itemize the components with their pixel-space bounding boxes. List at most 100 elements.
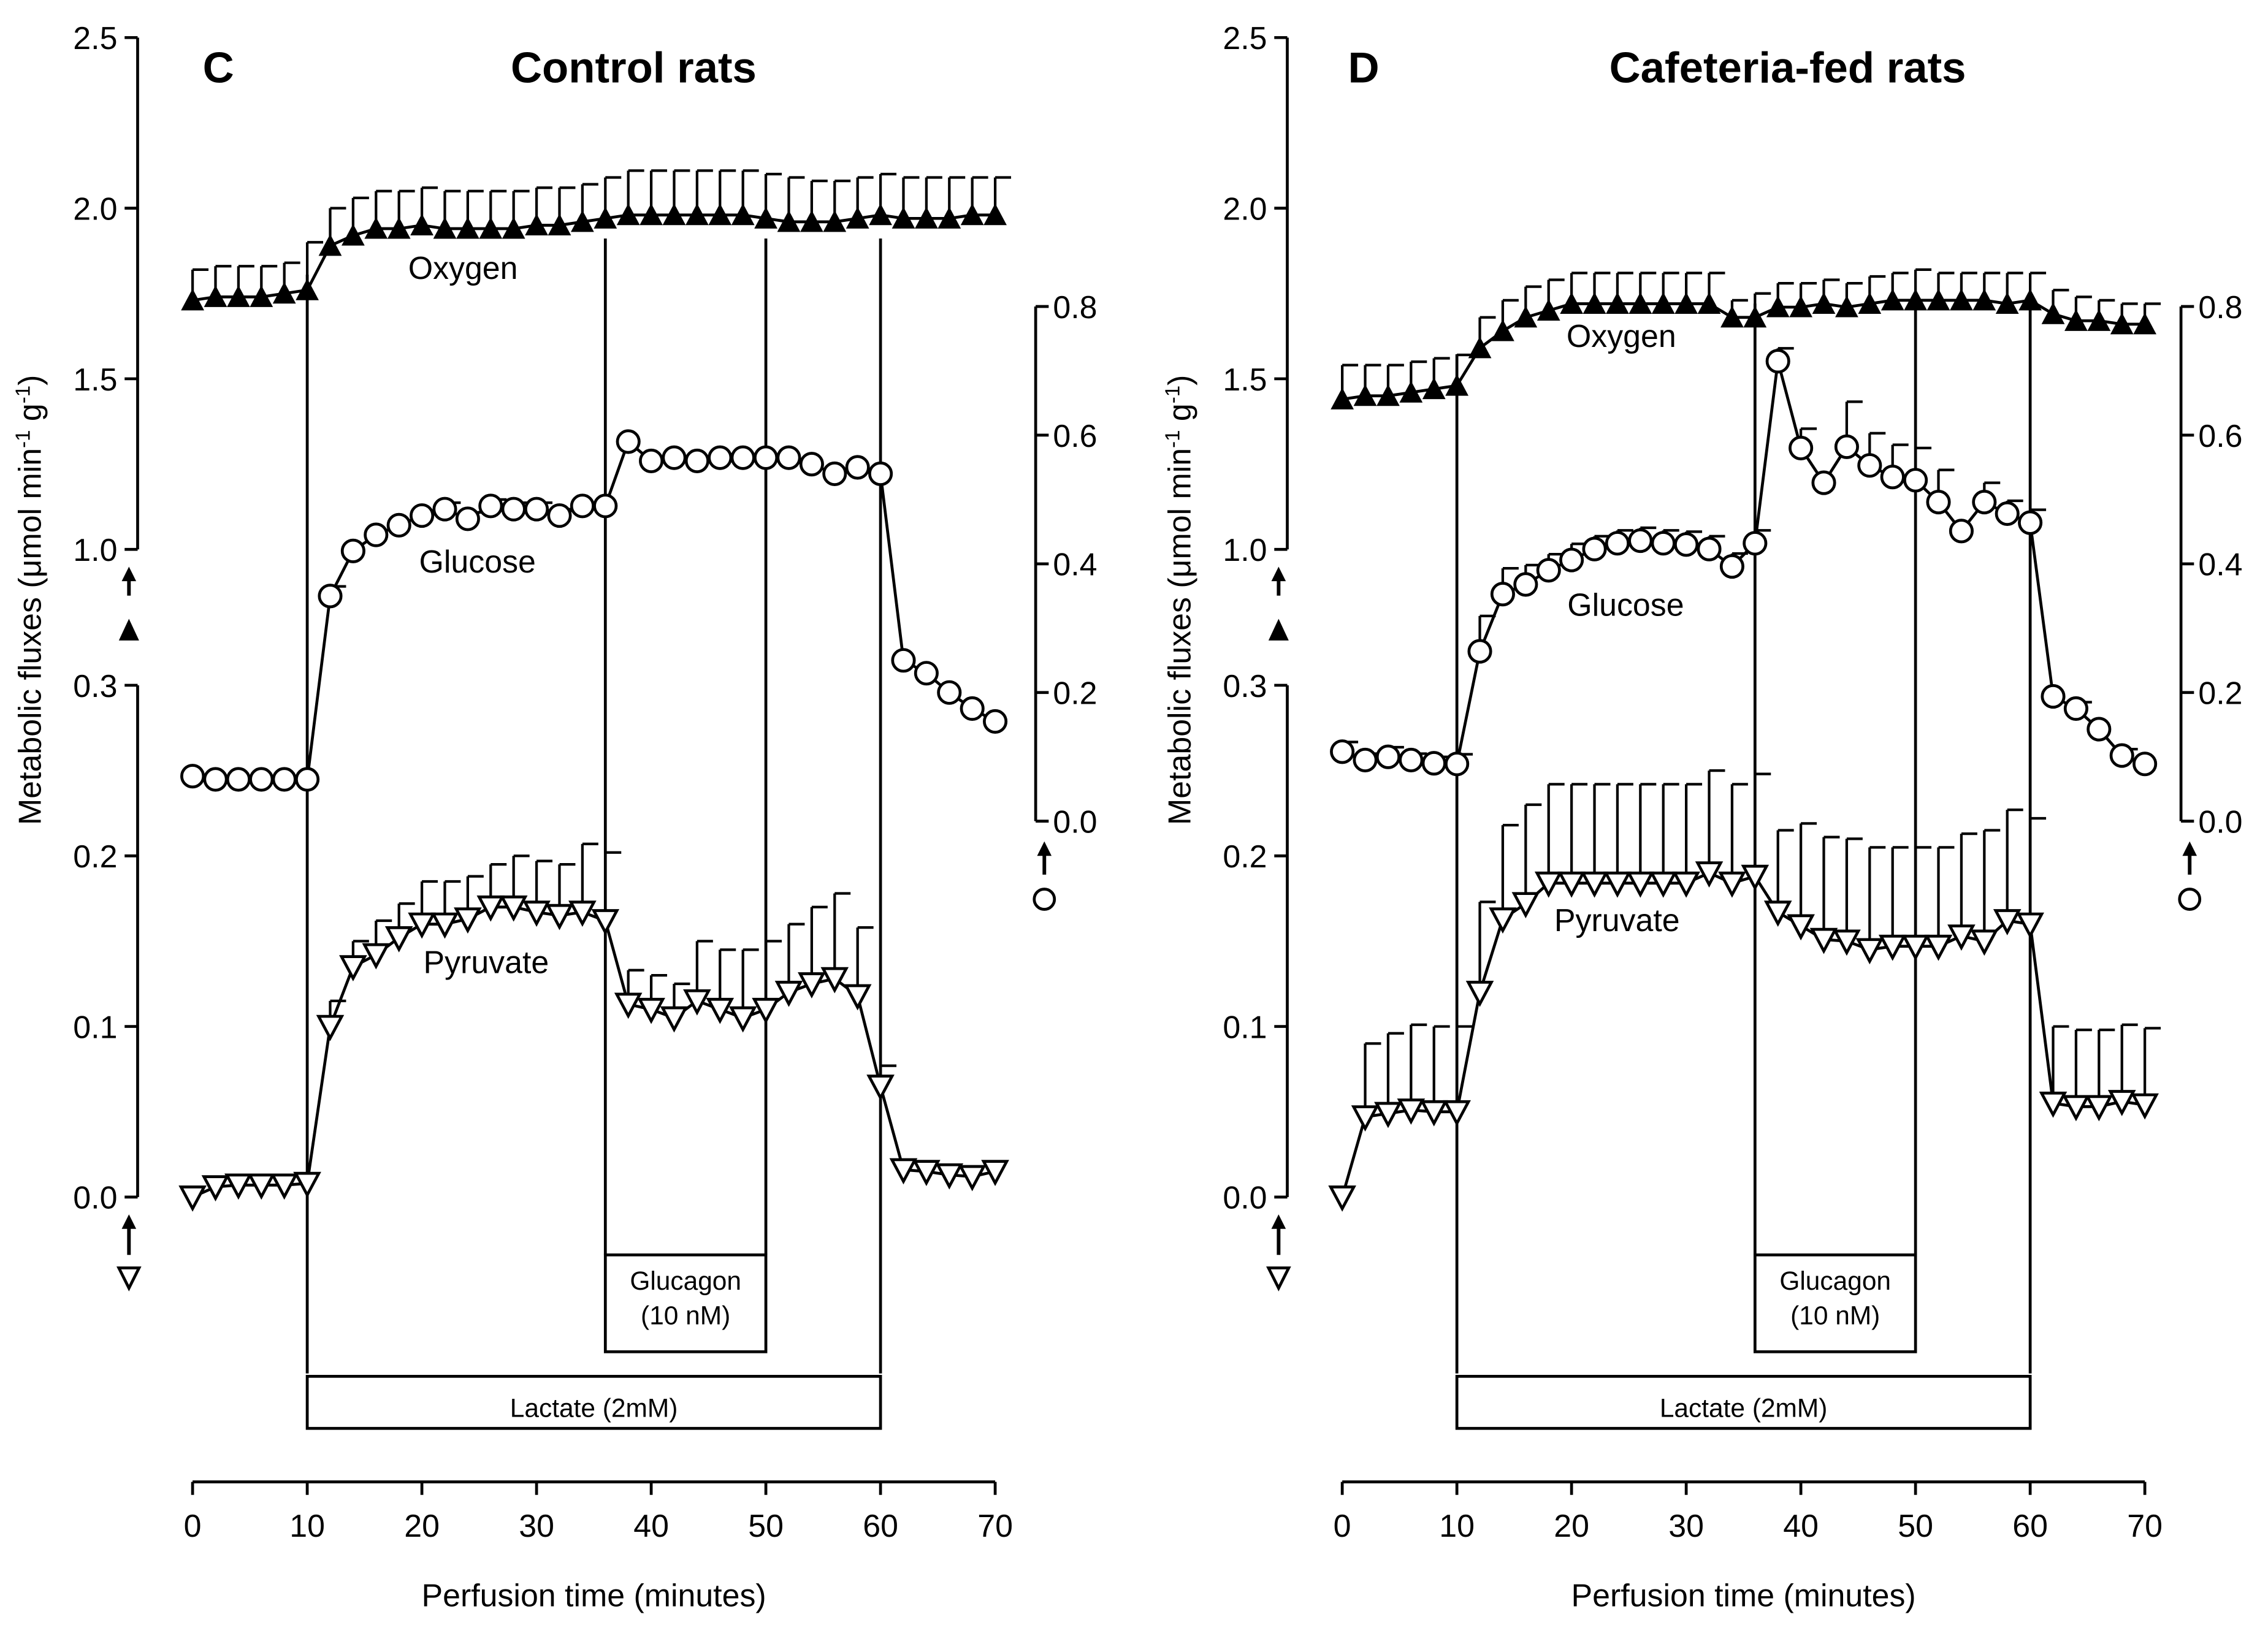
oxygen-point xyxy=(1491,319,1514,341)
oxygen-point xyxy=(777,210,801,232)
oxygen-point xyxy=(1468,336,1492,359)
oxygen-point xyxy=(571,210,594,232)
glucose-point xyxy=(616,429,641,454)
pyruvate-point xyxy=(1718,871,1746,898)
arrow-icon-head xyxy=(121,1214,137,1229)
glucose-point xyxy=(1903,468,1928,493)
glucose-point xyxy=(180,764,205,789)
oxygen-point xyxy=(1972,289,1996,311)
glucose-point xyxy=(295,767,320,792)
x-axis-label: Perfusion time (minutes) xyxy=(1571,1577,1916,1613)
oxygen-point xyxy=(708,203,732,226)
pyruvate-point xyxy=(2131,1093,2159,1120)
y-tick-label: 2.0 xyxy=(73,191,117,226)
pyruvate-point xyxy=(1947,924,1976,951)
glucose-key-icon xyxy=(2178,888,2202,911)
oxygen-point xyxy=(525,213,548,235)
glucose-point xyxy=(891,648,916,673)
glucose-point xyxy=(570,493,595,519)
treatment-label: Glucagon xyxy=(630,1266,741,1295)
oxygen-point xyxy=(410,213,433,235)
x-tick-label: 10 xyxy=(289,1508,325,1543)
pyruvate-point xyxy=(1397,1098,1426,1125)
glucose-point xyxy=(1926,490,1951,515)
pyruvate-point xyxy=(958,1165,987,1192)
pyruvate-point xyxy=(683,989,711,1016)
oxygen-point xyxy=(456,217,479,239)
treatment-label: (10 nM) xyxy=(1790,1301,1880,1330)
oxygen-point xyxy=(1766,295,1790,318)
oxygen-point xyxy=(433,217,457,239)
glucose-point xyxy=(1513,572,1538,597)
pyruvate-point xyxy=(1603,871,1632,898)
oxygen-point xyxy=(754,207,777,229)
oxygen-point xyxy=(1950,289,1973,311)
y-axis-label: Metabolic fluxes (μmol min-1 g-1) xyxy=(1161,375,1197,825)
oxygen-point xyxy=(823,210,847,232)
pyruvate-point xyxy=(660,1006,689,1033)
pyruvate-point xyxy=(1374,1102,1402,1128)
oxygen-point xyxy=(1353,384,1377,406)
x-tick-label: 50 xyxy=(1898,1508,1933,1543)
oxygen-point xyxy=(1720,305,1744,328)
pyruvate-point xyxy=(1419,1100,1448,1127)
pyruvate-point xyxy=(476,895,505,922)
pyruvate-point xyxy=(981,1160,1009,1187)
oxygen-point xyxy=(937,207,961,229)
pyruvate-point xyxy=(2039,1091,2068,1118)
oxygen-point xyxy=(318,234,342,256)
y-axis-label-part: Metabolic fluxes (μmol min xyxy=(1161,448,1197,825)
glucose-point xyxy=(2132,752,2158,777)
arrow-icon-head xyxy=(1271,566,1286,582)
oxygen-line xyxy=(192,213,996,302)
oxygen-point xyxy=(2110,313,2134,335)
oxygen-point xyxy=(2041,302,2065,324)
glucose-point xyxy=(1972,490,1997,515)
pyruvate-point xyxy=(1351,1105,1380,1132)
glucose-point xyxy=(547,503,572,528)
treatment-box xyxy=(1455,1374,2032,1430)
oxygen-point xyxy=(1812,292,1836,314)
glucose-point xyxy=(226,767,251,792)
glucose-point xyxy=(432,497,457,522)
y-axis-label: Metabolic fluxes (μmol min-1 g-1) xyxy=(11,375,48,825)
glucose-point xyxy=(1743,531,1768,556)
pyruvate-point xyxy=(1901,934,1930,961)
x-tick-label: 20 xyxy=(404,1508,440,1543)
y-tick-label: 0.2 xyxy=(1223,839,1267,874)
oxygen-point xyxy=(1514,305,1538,328)
pyruvate-point xyxy=(1557,871,1586,898)
glucose-point xyxy=(1628,528,1653,554)
pyruvate-point xyxy=(408,912,436,939)
y-tick-label: 1.5 xyxy=(1223,362,1267,397)
pyruvate-point xyxy=(637,997,665,1024)
oxygen-point xyxy=(250,285,273,307)
oxygen-point xyxy=(640,203,663,226)
pyruvate-point xyxy=(1833,929,1861,956)
pyruvate-point xyxy=(247,1173,276,1200)
glucose-point xyxy=(684,448,709,473)
y-tick-label: 0.0 xyxy=(73,1180,117,1216)
x-tick-label: 0 xyxy=(184,1508,202,1543)
oxygen-point xyxy=(846,207,869,229)
pyruvate-point xyxy=(2107,1090,2136,1116)
oxygen-point xyxy=(479,217,503,239)
x-tick-label: 20 xyxy=(1554,1508,1589,1543)
y-right-tick-label: 0.8 xyxy=(2198,289,2242,325)
glucose-point xyxy=(2018,510,2043,535)
y-axis-label-part: -1 xyxy=(1161,430,1183,448)
pyruvate-point xyxy=(178,1185,207,1212)
glucose-point xyxy=(1467,639,1492,664)
pyruvate-point xyxy=(1580,871,1609,898)
series-label-oxygen: Oxygen xyxy=(1567,318,1676,354)
panel-cafeteria-fed-rats: D Cafeteria-fed rats 1.0 1.5 2.0 2.5 0.0 0.1 0.2… xyxy=(1161,20,2243,1613)
y-tick-label: 2.5 xyxy=(1223,20,1267,56)
panel-control-rats: C Control rats 1.0 1.5 2.0 2.5 0.0 0.1 0.2 0.3 0.0… xyxy=(11,20,1098,1613)
pyruvate-point xyxy=(316,1014,345,1041)
oxygen-point xyxy=(1422,377,1446,400)
glucose-point xyxy=(776,445,801,470)
glucose-point xyxy=(1330,739,1355,764)
pyruvate-point xyxy=(293,1171,321,1198)
pyruvate-point xyxy=(1626,871,1655,898)
oxygen-point xyxy=(2018,289,2042,311)
